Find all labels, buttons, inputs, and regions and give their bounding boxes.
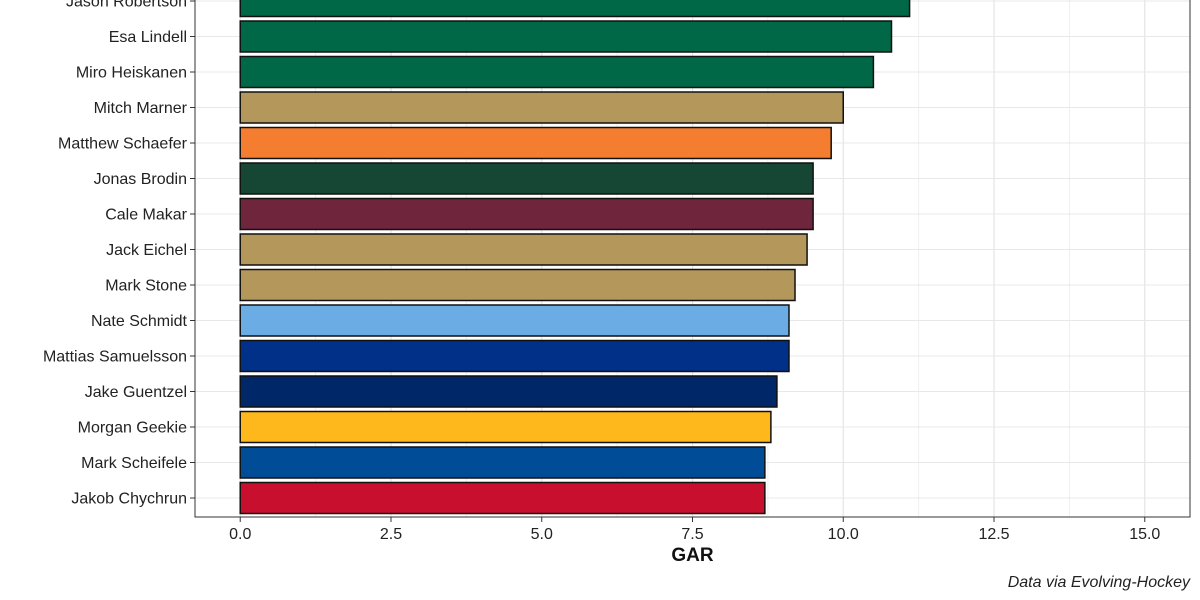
y-tick-label: Jakob Chychrun	[71, 491, 187, 508]
y-tick-label: Jason Robertson	[66, 0, 187, 11]
bar	[239, 126, 832, 160]
x-tick-label: 10.0	[828, 526, 859, 543]
y-tick-label: Jake Guentzel	[85, 384, 187, 401]
x-axis-ticks: 0.0 2.5 5.0 7.5 10.0 12.5 15.0	[229, 517, 1160, 543]
bar	[239, 268, 796, 302]
x-tick-label: 12.5	[978, 526, 1009, 543]
bar	[239, 481, 766, 515]
bar	[239, 197, 814, 231]
y-tick-label: Mitch Marner	[94, 100, 188, 117]
y-tick-label: Mark Scheifele	[81, 455, 187, 472]
bar	[239, 304, 790, 337]
y-tick-label: Miro Heiskanen	[76, 65, 187, 82]
y-tick-label: Nate Schmidt	[91, 313, 188, 330]
bar	[239, 91, 845, 124]
y-tick-label: Cale Makar	[105, 207, 187, 224]
x-tick-label: 0.0	[229, 526, 251, 543]
x-tick-label: 7.5	[681, 526, 703, 543]
bar	[239, 410, 772, 444]
bar	[239, 233, 808, 266]
x-axis-title: GAR	[671, 545, 714, 566]
bar	[239, 446, 766, 479]
y-tick-label: Jonas Brodin	[94, 171, 187, 188]
y-tick-label: Mattias Samuelsson	[43, 349, 187, 366]
x-tick-label: 15.0	[1129, 526, 1160, 543]
y-tick-label: Mark Stone	[105, 278, 187, 295]
bar	[239, 20, 893, 53]
bars	[239, 0, 911, 515]
bar	[239, 375, 778, 408]
data-source-caption: Data via Evolving-Hockey	[1008, 574, 1191, 591]
y-axis-ticks: Jason Robertson Esa Lindell Miro Heiskanen…	[43, 0, 195, 508]
bar	[239, 339, 790, 373]
y-tick-label: Jack Eichel	[106, 242, 187, 259]
x-tick-label: 5.0	[531, 526, 553, 543]
bar	[239, 55, 875, 89]
bar	[239, 162, 814, 195]
y-tick-label: Esa Lindell	[109, 29, 187, 46]
bar	[239, 0, 911, 18]
y-tick-label: Morgan Geekie	[78, 420, 187, 437]
x-tick-label: 2.5	[380, 526, 402, 543]
y-tick-label: Matthew Schaefer	[58, 136, 188, 153]
